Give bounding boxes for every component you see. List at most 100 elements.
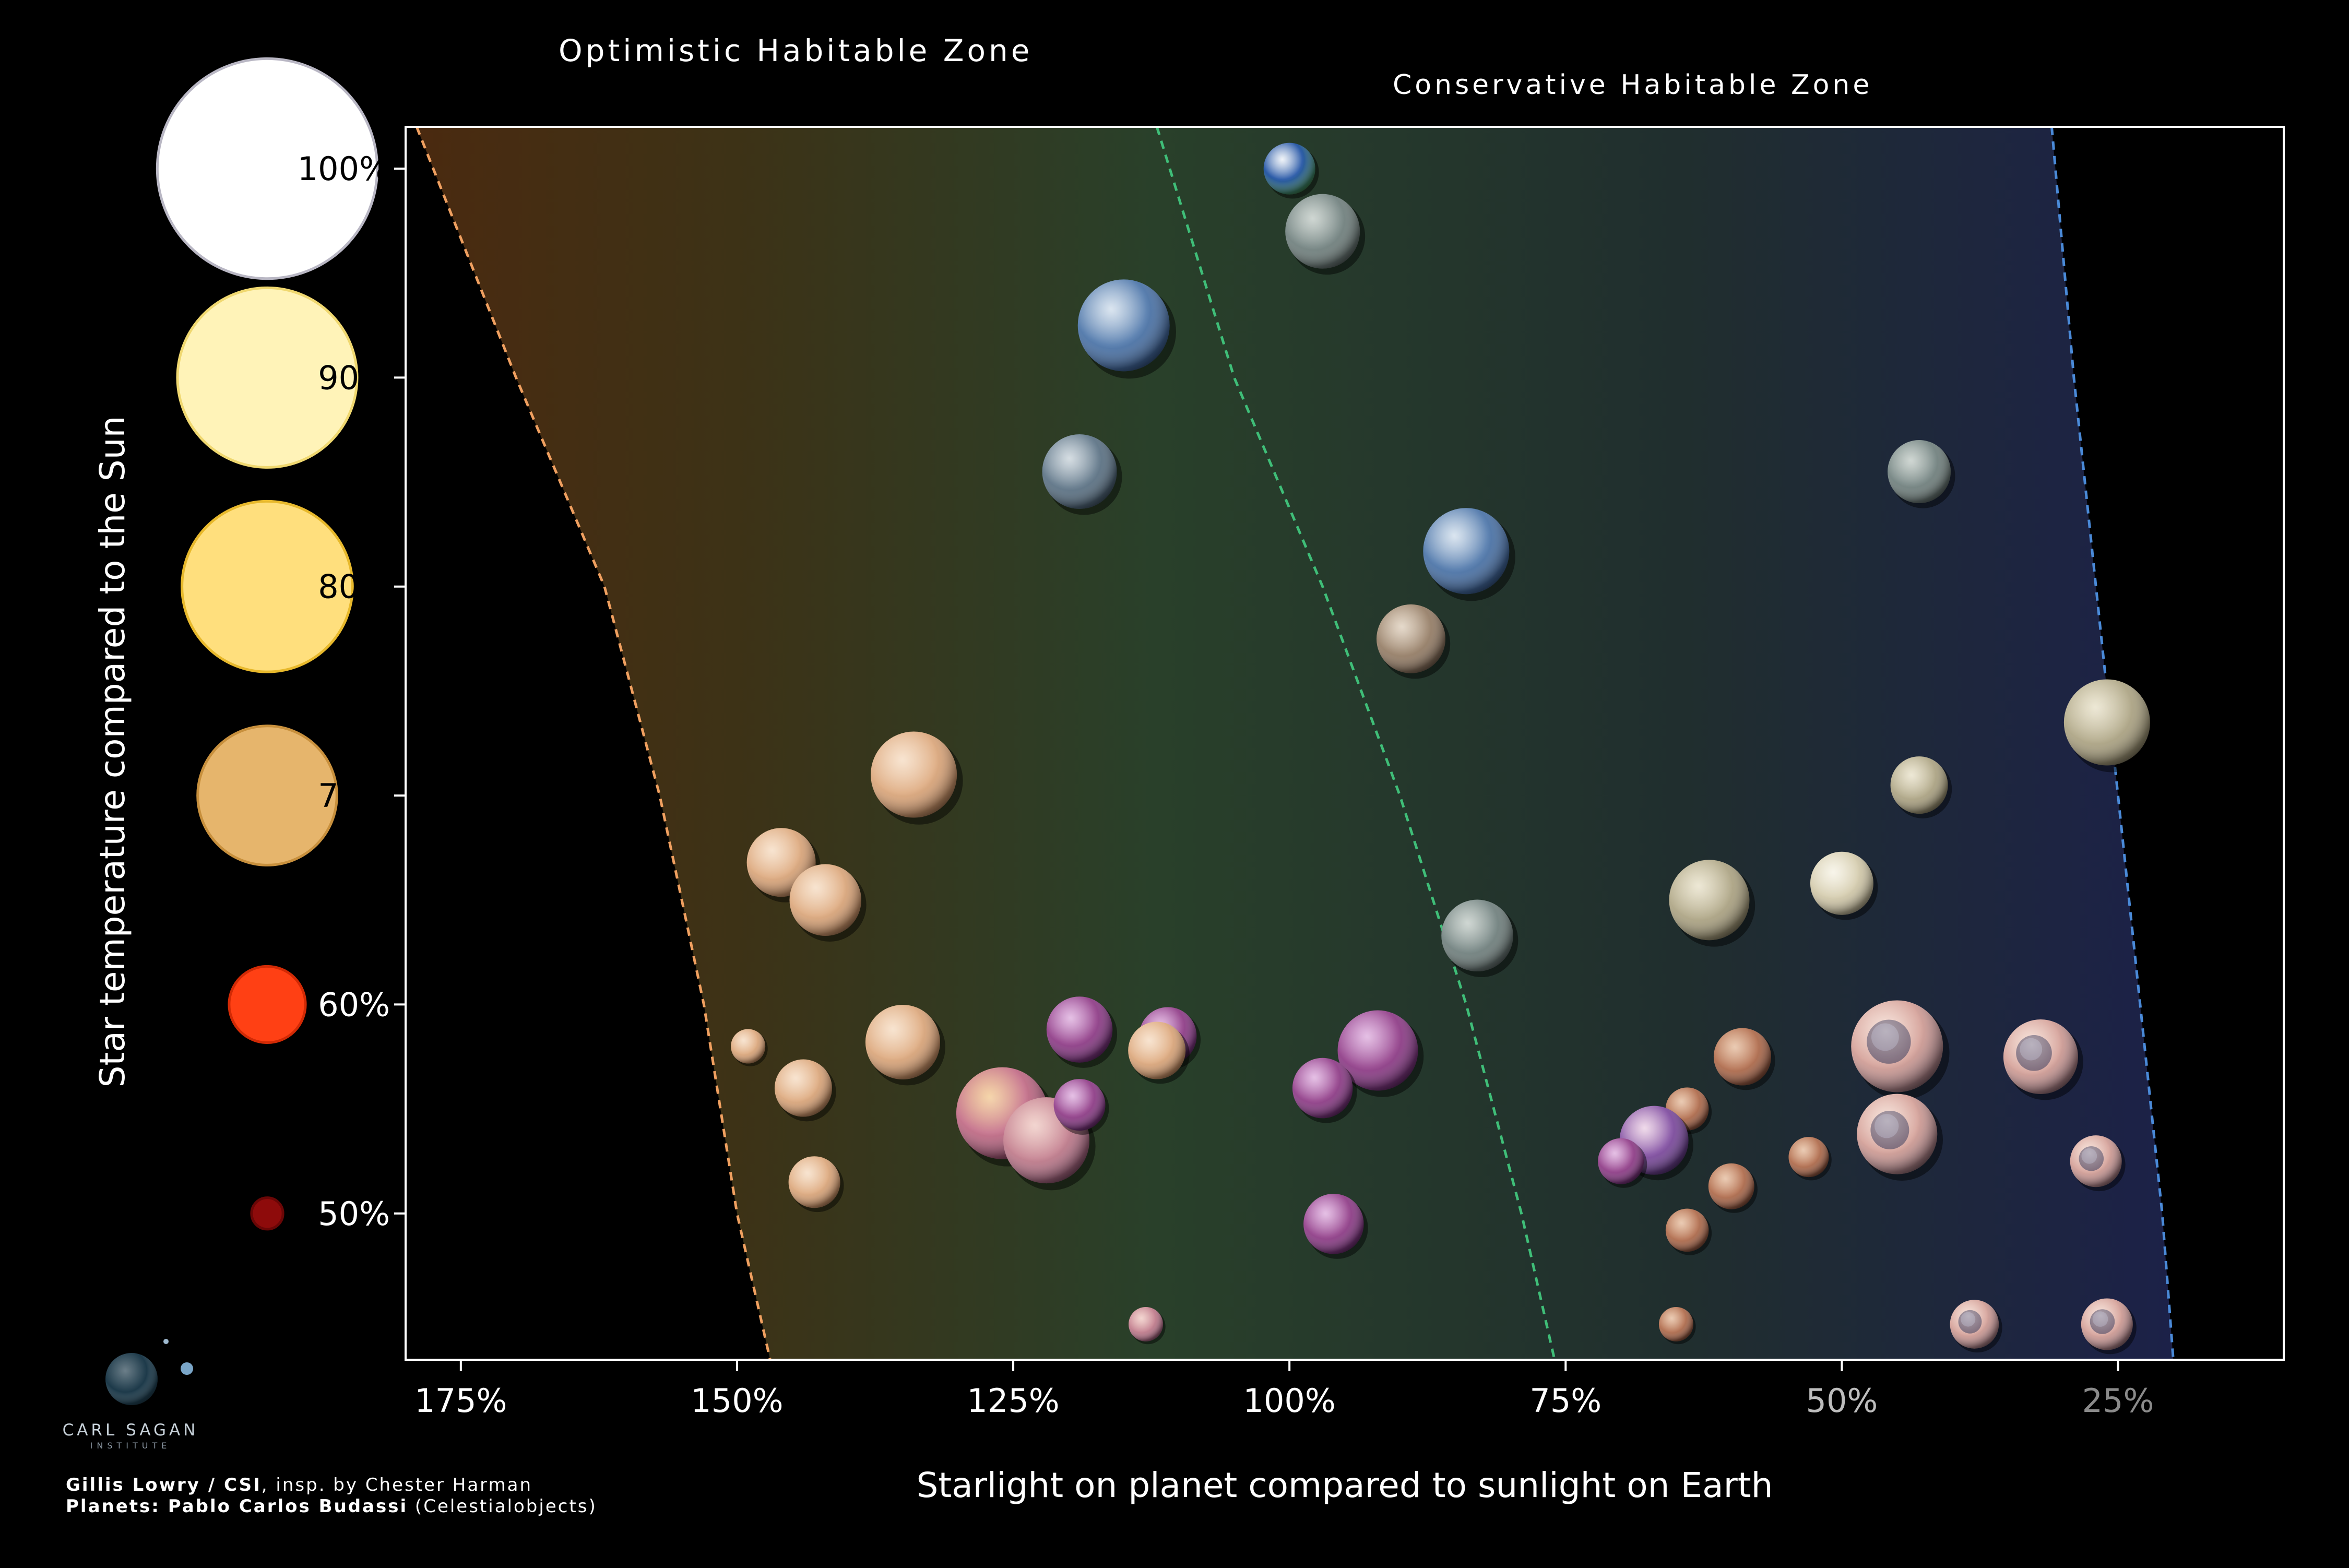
- planet-marker: [2081, 1298, 2137, 1355]
- planet-shading: [1077, 279, 1170, 372]
- planet-marker: [1263, 142, 1319, 199]
- planet-marker: [1669, 860, 1755, 947]
- planet-shading: [774, 1059, 832, 1117]
- planet-shading: [1129, 1306, 1164, 1341]
- y-tick-label: 50%: [318, 1195, 390, 1233]
- legend-conservative-label: Conservative Habitable Zone: [1393, 69, 1872, 101]
- x-tick-label: 175%: [414, 1382, 507, 1420]
- x-tick-label: 50%: [1806, 1382, 1878, 1420]
- planet-marker: [2003, 1019, 2083, 1100]
- planet-marker: [2063, 679, 2156, 773]
- carl-sagan-logo: CARL SAGAN INSTITUTE: [63, 1339, 199, 1451]
- y-tick-label: 100%: [298, 150, 390, 188]
- zone-line-conservative-inner: [1155, 126, 1556, 1360]
- planet-shading: [1810, 851, 1873, 915]
- planet-marker: [1810, 851, 1878, 920]
- planet-shading: [1263, 142, 1315, 195]
- planet-shading: [1658, 1306, 1693, 1341]
- planet-shading: [1423, 508, 1510, 595]
- planet-shading: [1303, 1194, 1364, 1254]
- planet-marker: [1376, 604, 1451, 679]
- planet-marker: [1665, 1208, 1712, 1255]
- planet-marker: [2070, 1135, 2126, 1192]
- planet-marker: [1713, 1028, 1775, 1090]
- star-size-disc: [156, 57, 379, 280]
- planet-shading: [2081, 1298, 2133, 1350]
- planet-marker: [1129, 1306, 1166, 1345]
- logo-planet-large-texture: [105, 1353, 158, 1405]
- planet-shading: [1857, 1094, 1938, 1174]
- planet-shading: [1128, 1021, 1186, 1079]
- y-axis-label: Star temperature compared to the Sun: [92, 416, 133, 1088]
- star-size-disc: [181, 500, 354, 673]
- credits-planets-source: (Celestialobjects): [408, 1496, 597, 1517]
- planet-shading: [1441, 899, 1513, 972]
- planet-marker: [1042, 434, 1122, 515]
- y-tick-label: 90%: [318, 359, 390, 397]
- planet-shading: [1285, 194, 1360, 269]
- planet-shading: [1851, 1000, 1943, 1092]
- star-size-disc: [176, 286, 359, 469]
- x-axis-ticks: 175% 150% 125% 100% 75% 50% 25%: [414, 1360, 2154, 1420]
- planet-marker: [774, 1059, 836, 1122]
- planet-shading: [1665, 1208, 1709, 1252]
- planet-marker: [788, 1156, 844, 1213]
- planet-marker: [1851, 1000, 1950, 1100]
- legend: Optimistic Habitable Zone Conservative H…: [418, 33, 2036, 101]
- y-tick-label: 60%: [318, 985, 390, 1024]
- planet-shading: [1046, 996, 1113, 1063]
- planet-marker: [865, 1004, 945, 1086]
- planet-marker: [1950, 1300, 2002, 1353]
- planet-shading: [789, 864, 862, 936]
- y-tick-label: 70%: [318, 777, 390, 815]
- x-tick-label: 150%: [691, 1382, 783, 1420]
- zone-line-outer: [2050, 126, 2175, 1360]
- planet-shading: [1713, 1028, 1771, 1086]
- planet-marker: [1292, 1058, 1357, 1123]
- planet-marker: [1053, 1079, 1109, 1135]
- planet-marker: [1888, 440, 1955, 508]
- zone-boundary-lines: [415, 126, 2175, 1360]
- credits-line-2: Planets: Pablo Carlos Budassi (Celestial…: [66, 1496, 597, 1517]
- x-tick-label: 100%: [1243, 1382, 1336, 1420]
- planet-marker: [1046, 996, 1118, 1068]
- planet-markers: [731, 142, 2156, 1355]
- planet-shading: [1888, 440, 1951, 504]
- planet-marker: [1285, 194, 1366, 275]
- planet-marker: [1708, 1163, 1758, 1213]
- logo-name: CARL SAGAN: [63, 1421, 199, 1440]
- x-tick-label: 125%: [967, 1382, 1059, 1420]
- planet-shading: [1053, 1079, 1106, 1131]
- planet-shading: [1950, 1300, 1999, 1349]
- planet-shading: [731, 1029, 766, 1064]
- planet-shading: [2063, 679, 2150, 766]
- planet-marker: [1857, 1094, 1943, 1181]
- planet-marker: [871, 731, 963, 825]
- planet-shading: [865, 1004, 940, 1079]
- planet-marker: [1303, 1194, 1368, 1259]
- planet-shading: [1376, 604, 1445, 673]
- planet-marker: [1598, 1138, 1647, 1188]
- planet-marker: [1337, 1010, 1424, 1097]
- planet-shading: [1292, 1058, 1353, 1119]
- planet-shading: [1337, 1010, 1418, 1091]
- planet-shading: [1708, 1163, 1754, 1209]
- logo-planet-small: [163, 1339, 169, 1344]
- star-size-disc: [250, 1196, 284, 1231]
- planet-shading: [1598, 1138, 1644, 1184]
- legend-optimistic-label: Optimistic Habitable Zone: [559, 33, 1033, 68]
- planet-shading: [1788, 1137, 1829, 1178]
- plot-frame: [405, 126, 2285, 1361]
- planet-marker: [1788, 1137, 1832, 1181]
- planet-shading: [1042, 434, 1117, 509]
- planet-shading: [2070, 1135, 2122, 1187]
- planet-shading: [1669, 860, 1750, 941]
- credits-inspiration: , insp. by Chester Harman: [262, 1475, 532, 1495]
- planet-marker: [1658, 1306, 1696, 1345]
- planet-marker: [1441, 899, 1518, 978]
- credits-author: Gillis Lowry / CSI: [66, 1475, 262, 1495]
- logo-subtitle: INSTITUTE: [90, 1441, 171, 1451]
- planet-marker: [731, 1029, 768, 1066]
- planet-shading: [1890, 756, 1948, 814]
